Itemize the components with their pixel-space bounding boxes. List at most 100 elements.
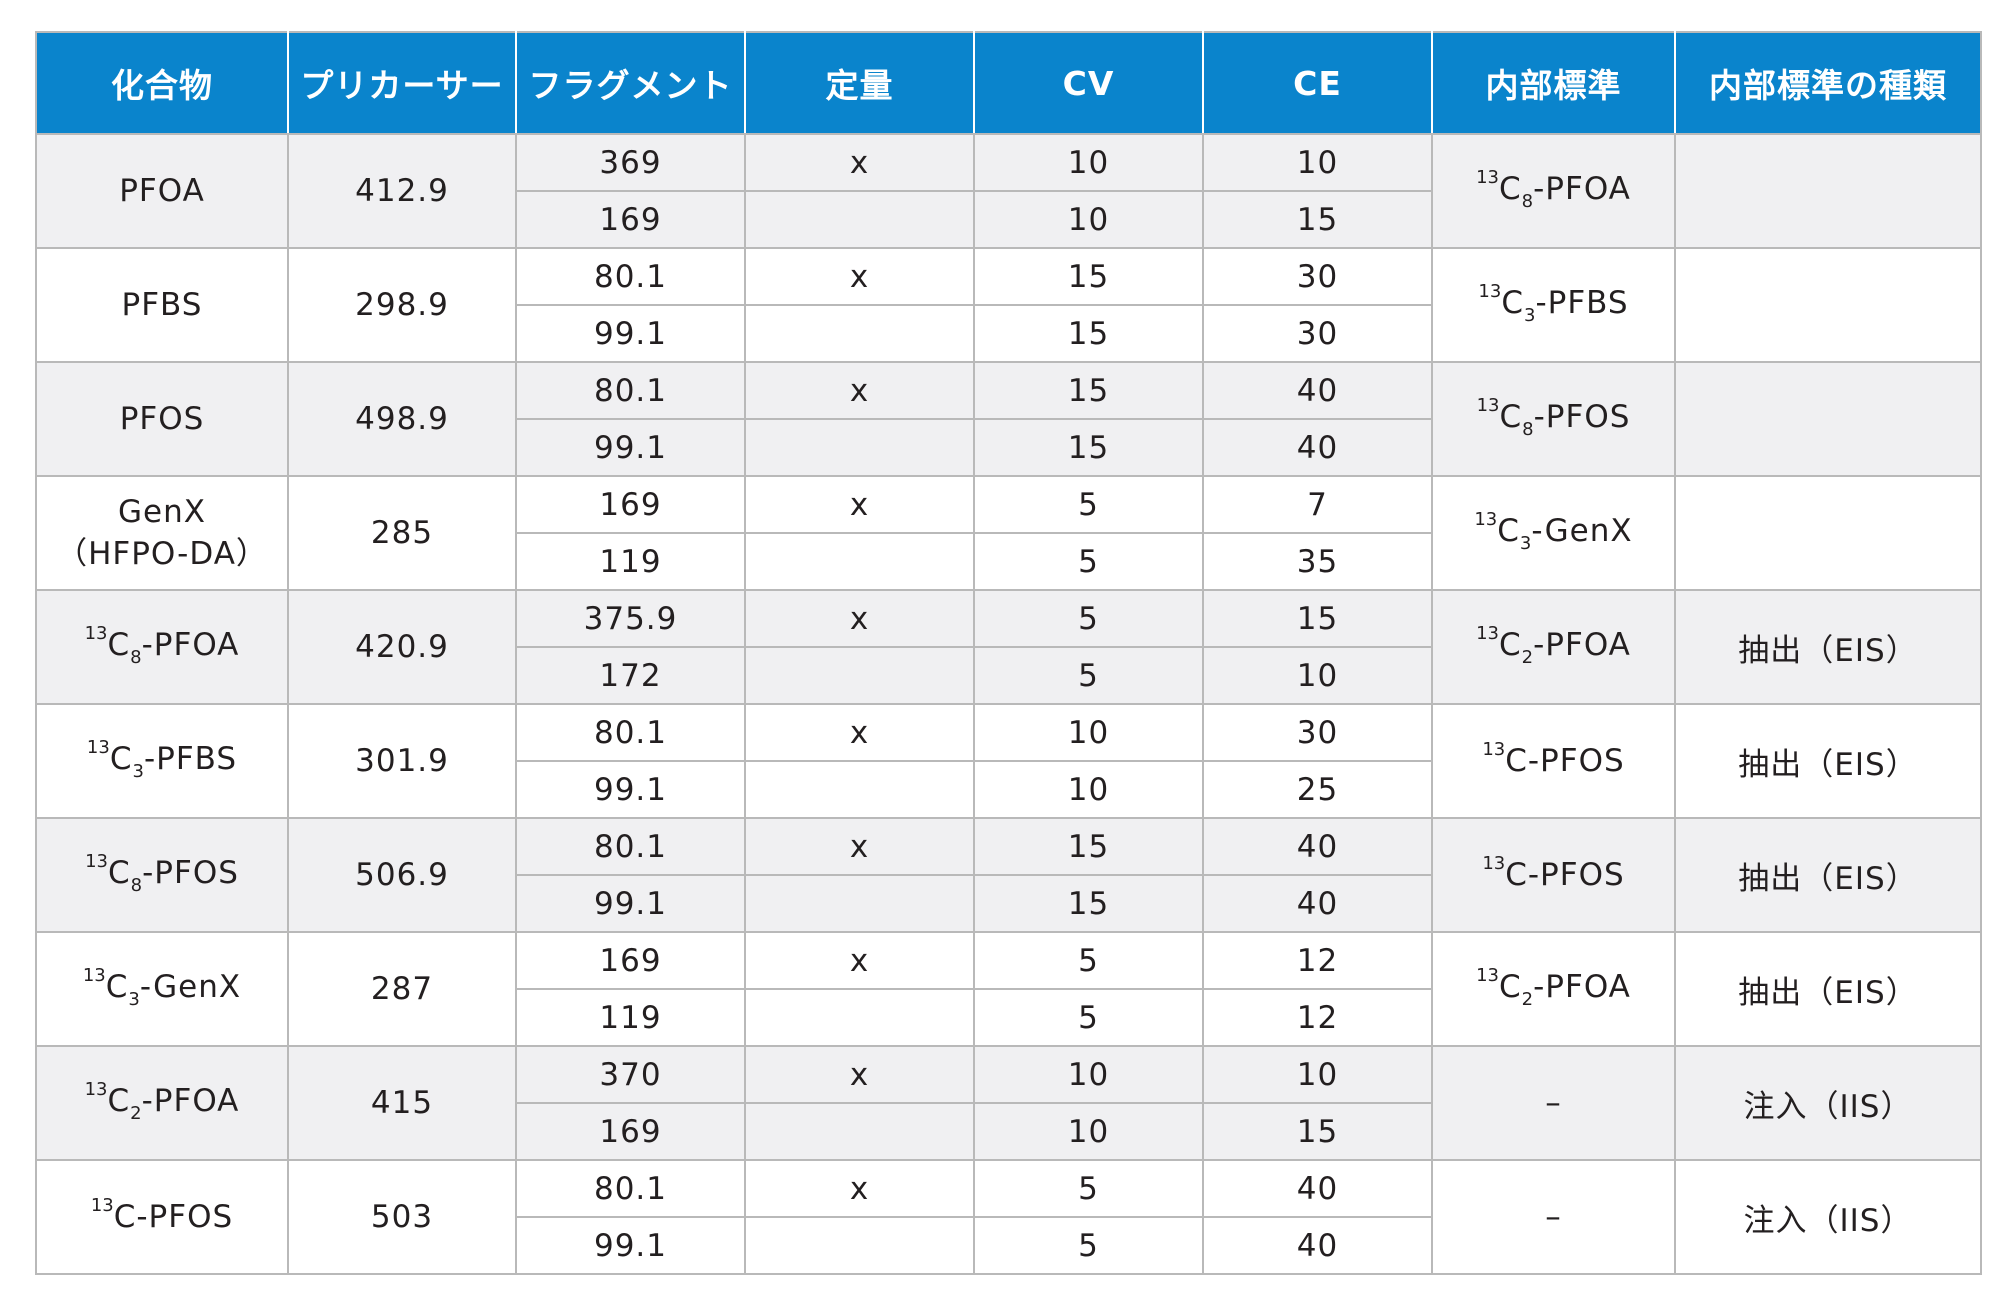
internal-standard-name: C [1499, 968, 1522, 1005]
cv-cell: 10 [973, 1045, 1204, 1104]
quantification-cell: x [744, 703, 975, 762]
ce-cell: 40 [1202, 418, 1433, 477]
fragment-cell: 80.1 [515, 361, 746, 420]
fragment-cell: 375.9 [515, 589, 746, 648]
compound-isotope-mass: 13 [86, 736, 110, 758]
quantification-cell: x [744, 817, 975, 876]
internal-standard-suffix: -PFOS [1533, 398, 1631, 435]
quantification-cell: x [744, 475, 975, 534]
ce-cell: 30 [1202, 304, 1433, 363]
table-row: 13C8-PFOS 506.9 80.1 x 15 40 13C-PFOS 抽出（EIS） [35, 817, 1982, 933]
compound-name: C [109, 740, 133, 777]
ce-cell: 12 [1202, 931, 1433, 990]
ce-cell: 10 [1202, 646, 1433, 705]
compound-atom-count: 8 [130, 646, 142, 668]
header-row: 化合物 プリカーサー フラグメント 定量 CV CE 内部標準 内部標準の種類 [35, 31, 1982, 135]
quantification-cell [744, 760, 975, 819]
precursor-cell: 415 [287, 1045, 517, 1161]
fragment-cell: 119 [515, 532, 746, 591]
fragment-cell: 99.1 [515, 418, 746, 477]
ce-cell: 15 [1202, 1102, 1433, 1161]
fragment-cell: 80.1 [515, 817, 746, 876]
compound-name: GenX [118, 494, 206, 530]
internal-standard-cell: 13C2-PFOA [1431, 589, 1676, 705]
internal-standard-atom-count: 8 [1522, 418, 1534, 440]
compound-name: C [105, 968, 129, 1005]
compound-alias: （HFPO-DA） [56, 536, 268, 572]
compound-cell: 13C2-PFOA [35, 1045, 289, 1161]
cv-cell: 15 [973, 304, 1204, 363]
compound-isotope-mass: 13 [85, 850, 108, 872]
precursor-cell: 285 [287, 475, 517, 591]
compound-name: C [107, 1082, 131, 1119]
ce-cell: 25 [1202, 760, 1433, 819]
internal-standard-cell: 13C-PFOS [1431, 817, 1676, 933]
internal-standard-suffix: -PFOA [1533, 968, 1631, 1005]
table-row: 13C8-PFOA 420.9 375.9 x 5 15 13C2-PFOA 抽出（EIS） [35, 589, 1982, 705]
internal-standard-atom-count: 3 [1519, 532, 1532, 554]
internal-standard-type-cell [1674, 475, 1982, 591]
compound-atom-count: 2 [130, 1102, 142, 1124]
compound-name: C [108, 854, 131, 891]
internal-standard-suffix: -PFOA [1533, 626, 1631, 663]
cv-cell: 15 [973, 874, 1204, 933]
cv-cell: 10 [973, 760, 1204, 819]
ce-cell: 35 [1202, 532, 1433, 591]
quantification-cell: x [744, 1045, 975, 1104]
ce-cell: 15 [1202, 589, 1433, 648]
cv-cell: 10 [973, 190, 1204, 249]
table-row: 99.1 5 40 [36, 1216, 1981, 1275]
compound-cell: 13C8-PFOS [35, 817, 289, 933]
internal-standard-type-cell [1674, 247, 1982, 363]
compound-cell: PFOA [35, 133, 289, 249]
compound-suffix: -PFOA [141, 626, 240, 663]
header-quantification: 定量 [744, 31, 975, 135]
header-internal-standard: 内部標準 [1431, 31, 1676, 135]
internal-standard-isotope-mass: 13 [1482, 853, 1506, 874]
table-row: 99.1 15 40 [36, 418, 1981, 477]
internal-standard-name: – [1545, 1085, 1562, 1121]
fragment-cell: 99.1 [515, 874, 746, 933]
compound-isotope-mass: 13 [84, 1078, 108, 1100]
internal-standard-type-cell [1674, 133, 1982, 249]
compound-atom-count: 3 [128, 988, 140, 1010]
internal-standard-isotope-mass: 13 [1476, 394, 1500, 416]
internal-standard-isotope-mass: 13 [1476, 622, 1499, 644]
internal-standard-cell: 13C8-PFOA [1431, 133, 1676, 249]
precursor-cell: 506.9 [287, 817, 517, 933]
internal-standard-cell: 13C2-PFOA [1431, 931, 1676, 1047]
compound-isotope-mass: 13 [90, 1195, 114, 1216]
internal-standard-atom-count: 3 [1523, 304, 1536, 326]
cv-cell: 5 [973, 1159, 1204, 1218]
fragment-cell: 169 [515, 1102, 746, 1161]
ce-cell: 10 [1202, 1045, 1433, 1104]
cv-cell: 5 [973, 475, 1204, 534]
cv-cell: 15 [973, 247, 1204, 306]
compound-isotope-mass: 13 [82, 964, 106, 986]
fragment-cell: 99.1 [515, 304, 746, 363]
compound-suffix: -PFOS [136, 1199, 234, 1235]
table-row: PFBS 298.9 80.1 x 15 30 13C3-PFBS [35, 247, 1982, 363]
internal-standard-atom-count: 8 [1521, 190, 1534, 212]
cv-cell: 5 [973, 532, 1204, 591]
table-row: GenX （HFPO-DA） 285 169 x 5 7 13C3-GenX [35, 475, 1982, 591]
compound-name: PFBS [121, 287, 203, 323]
internal-standard-cell: 13C3-PFBS [1431, 247, 1676, 363]
fragment-cell: 99.1 [515, 1216, 746, 1275]
fragment-cell: 119 [515, 988, 746, 1047]
internal-standard-suffix: -GenX [1531, 512, 1633, 549]
ce-cell: 40 [1202, 361, 1433, 420]
cv-cell: 5 [973, 1216, 1204, 1275]
internal-standard-cell: 13C3-GenX [1431, 475, 1676, 591]
compound-name: C [113, 1199, 137, 1235]
table-row: 172 5 10 [36, 646, 1981, 705]
fragment-cell: 80.1 [515, 247, 746, 306]
quantification-cell [744, 304, 975, 363]
precursor-cell: 412.9 [287, 133, 517, 249]
internal-standard-type-cell: 抽出（EIS） [1674, 931, 1982, 1047]
table-row: 99.1 15 30 [36, 304, 1981, 363]
table-row: 169 10 15 [36, 1102, 1981, 1161]
table-row: 119 5 12 [36, 988, 1981, 1047]
header-cv: CV [973, 31, 1204, 135]
internal-standard-cell: – [1431, 1159, 1676, 1275]
